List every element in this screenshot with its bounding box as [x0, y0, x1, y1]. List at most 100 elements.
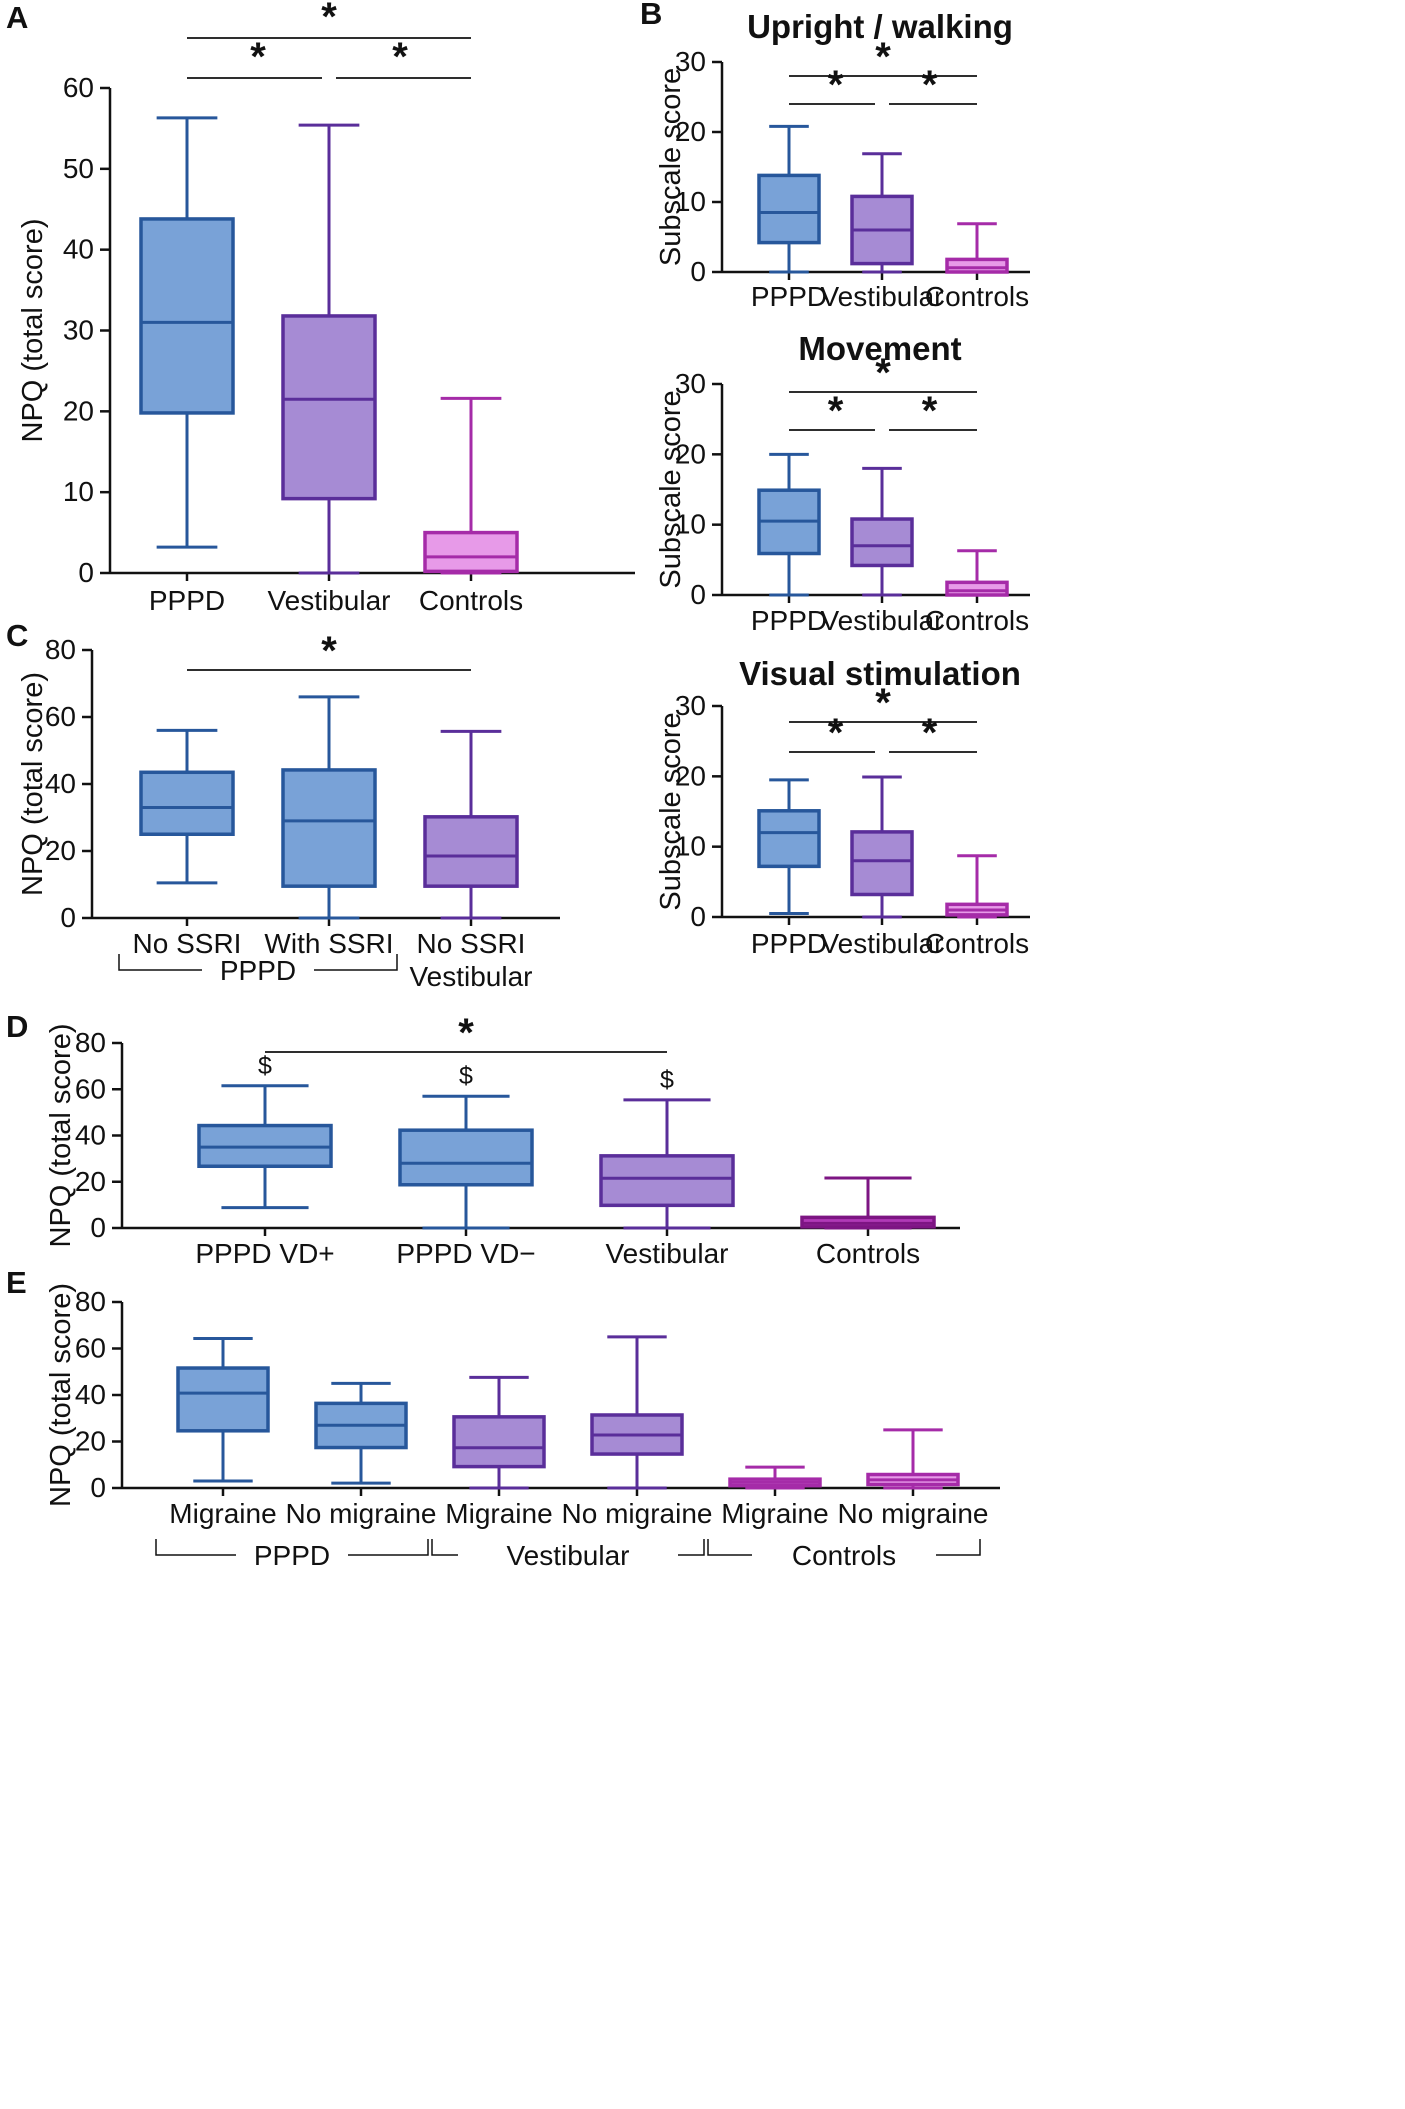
y-tick-label: 60	[45, 701, 76, 732]
x-tick-label: Vestibular	[821, 605, 944, 636]
significance-star: *	[875, 681, 891, 725]
y-tick-label: 40	[63, 234, 94, 265]
y-tick-label: 20	[675, 438, 706, 469]
significance-star: *	[922, 389, 938, 433]
y-axis-label: NPQ (total score)	[17, 672, 49, 896]
group-bracket-right	[348, 1539, 429, 1556]
y-tick-label: 20	[75, 1426, 106, 1457]
y-axis-label: NPQ (total score)	[45, 1024, 77, 1248]
x-tick-label-line: Vestibular	[821, 605, 944, 636]
box-2	[945, 854, 1009, 919]
box-iqr	[398, 1128, 534, 1187]
x-tick-label: Vestibular	[268, 585, 391, 616]
box-1	[850, 152, 914, 274]
box-0	[757, 124, 821, 274]
y-tick-label: 20	[675, 116, 706, 147]
y-tick-label: 40	[45, 768, 76, 799]
box-iqr	[176, 1366, 270, 1433]
x-tick-label-line: PPPD	[149, 585, 225, 616]
x-tick-label-line: Vestibular	[821, 928, 944, 959]
group-label: PPPD	[254, 1540, 330, 1571]
box-2	[452, 1375, 546, 1490]
y-tick-label: 10	[675, 509, 706, 540]
x-tick-label-line: Vestibular	[410, 961, 533, 992]
y-tick-label: 80	[75, 1027, 106, 1058]
group-bracket-left	[431, 1539, 458, 1556]
x-tick-label: No migraine	[286, 1498, 437, 1529]
x-tick-label: Migraine	[169, 1498, 276, 1529]
box-2	[423, 729, 519, 920]
x-tick-label: Controls	[419, 585, 523, 616]
box-iqr	[281, 314, 377, 501]
box-1	[281, 695, 377, 920]
y-tick-label: 20	[45, 835, 76, 866]
box-1	[850, 775, 914, 919]
box-0	[176, 1337, 270, 1483]
x-tick-label: Vestibular	[606, 1238, 729, 1269]
x-tick-label: PPPD VD+	[195, 1238, 334, 1269]
x-tick-label-line: Controls	[816, 1238, 920, 1269]
group-bracket-right	[314, 954, 398, 971]
x-tick-label: Vestibular	[821, 281, 944, 312]
significance-star: *	[321, 0, 337, 39]
box-iqr	[945, 580, 1009, 597]
group-label: Controls	[792, 1540, 896, 1571]
y-tick-label: 30	[675, 46, 706, 77]
x-tick-label-line: Controls	[419, 585, 523, 616]
x-tick-label-line: Vestibular	[268, 585, 391, 616]
x-tick-label-line: PPPD	[751, 928, 827, 959]
box-iqr	[757, 173, 821, 245]
x-tick-label-line: Controls	[925, 928, 1029, 959]
x-tick-label: PPPD VD−	[396, 1238, 535, 1269]
y-tick-label: 20	[63, 395, 94, 426]
box-0	[757, 452, 821, 597]
x-tick-label: No migraine	[562, 1498, 713, 1529]
dollar-symbol: $	[660, 1066, 674, 1094]
y-axis-label: NPQ (total score)	[45, 1283, 77, 1507]
box-2	[423, 396, 519, 575]
x-tick-label-line: PPPD	[751, 605, 827, 636]
y-tick-label: 60	[75, 1333, 106, 1364]
x-tick-label: PPPD	[751, 928, 827, 959]
y-tick-label: 80	[45, 634, 76, 665]
significance-star: *	[250, 35, 266, 79]
y-tick-label: 10	[63, 476, 94, 507]
panel-c: C 0 20 40 60 80 NPQ (total score) No SSRI With S…	[6, 618, 560, 992]
box-iqr	[281, 768, 377, 888]
x-tick-label: PPPD	[149, 585, 225, 616]
x-tick-label-line: Vestibular	[606, 1238, 729, 1269]
panel-letter: D	[6, 1009, 28, 1044]
box-1	[398, 1094, 534, 1230]
x-tick-label: Migraine	[445, 1498, 552, 1529]
x-tick-label: No SSRI	[133, 928, 242, 959]
x-tick-label: Migraine	[721, 1498, 828, 1529]
x-tick-label: No migraine	[838, 1498, 989, 1529]
x-tick-label-line: PPPD VD−	[396, 1238, 535, 1269]
x-tick-label-line: No SSRI	[133, 928, 242, 959]
box-1	[314, 1381, 408, 1485]
panel-a: A 0 10 20 30 40 50 60 NPQ (total score) PPPD Vesti…	[6, 0, 635, 616]
box-2	[945, 222, 1009, 274]
panel-title: Visual stimulation	[739, 655, 1021, 692]
x-tick-label: Controls	[925, 928, 1029, 959]
y-tick-label: 0	[690, 579, 706, 610]
x-tick-label-line: Migraine	[169, 1498, 276, 1529]
group-label: PPPD	[220, 955, 296, 986]
box-iqr	[850, 517, 914, 568]
box-iqr	[599, 1154, 735, 1208]
box-4	[728, 1465, 822, 1490]
x-tick-label: PPPD	[751, 605, 827, 636]
y-tick-label: 30	[63, 315, 94, 346]
y-tick-label: 0	[60, 902, 76, 933]
dollar-symbol: $	[258, 1052, 272, 1080]
significance-star: *	[922, 63, 938, 107]
box-iqr	[139, 217, 235, 415]
x-tick-label-line: No migraine	[838, 1498, 989, 1529]
x-tick-label: PPPD	[751, 281, 827, 312]
box-2	[599, 1098, 735, 1230]
y-tick-label: 40	[75, 1120, 106, 1151]
